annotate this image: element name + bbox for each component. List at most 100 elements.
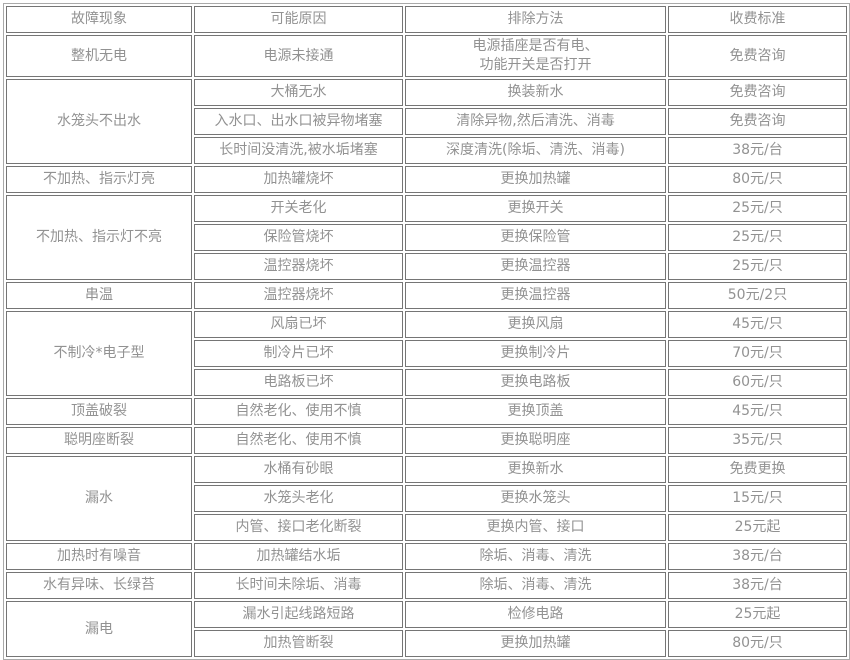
cell-fee: 免费咨询 (668, 108, 847, 135)
cell-solution: 更换保险管 (405, 224, 666, 251)
cell-solution: 更换加热罐 (405, 166, 666, 193)
cell-solution: 更换加热罐 (405, 630, 666, 657)
cell-fee: 38元/台 (668, 137, 847, 164)
table-row: 水笼头不出水 大桶无水 换装新水 免费咨询 (6, 79, 847, 164)
cell-fault: 聪明座断裂 (6, 427, 192, 454)
cell-fault: 串温 (6, 282, 192, 309)
cell-fee: 25元起 (668, 601, 847, 628)
table-row: 不加热、指示灯不亮 开关老化 更换开关 25元/只 (6, 195, 847, 280)
table-row: 制冷片已坏 更换制冷片 70元/只 (6, 340, 847, 367)
cell-fee: 25元/只 (668, 195, 847, 222)
cell-fee: 免费咨询 (668, 35, 847, 77)
table-row: 温控器烧坏 更换温控器 25元/只 (6, 253, 847, 280)
table-row: 顶盖破裂 自然老化、使用不慎 更换顶盖 45元/只 (6, 398, 847, 425)
cell-solution: 更换制冷片 (405, 340, 666, 367)
table-row: 漏电 漏水引起线路短路 检修电路 25元起 (6, 601, 847, 657)
cell-fee: 38元/台 (668, 572, 847, 599)
cell-solution: 更换开关 (405, 195, 666, 222)
cell-cause: 保险管烧坏 (194, 224, 403, 251)
cell-solution: 更换电路板 (405, 369, 666, 396)
table-row: 整机无电 电源未接通 电源插座是否有电、 功能开关是否打开 免费咨询 (6, 35, 847, 77)
table-row: 漏水 水桶有砂眼 更换新水 免费更换 (6, 456, 847, 541)
cell-solution: 更换新水 (405, 456, 666, 483)
cell-fee: 45元/只 (668, 311, 847, 338)
cell-fee: 70元/只 (668, 340, 847, 367)
cell-fault: 不加热、指示灯不亮 (6, 195, 192, 280)
cell-solution: 除垢、消毒、清洗 (405, 543, 666, 570)
cell-fee: 80元/只 (668, 166, 847, 193)
cell-solution: 除垢、消毒、清洗 (405, 572, 666, 599)
cell-solution: 电源插座是否有电、 功能开关是否打开 (405, 35, 666, 77)
table-row: 电路板已坏 更换电路板 60元/只 (6, 369, 847, 396)
cell-cause: 长时间未除垢、消毒 (194, 572, 403, 599)
cell-solution: 更换风扇 (405, 311, 666, 338)
cell-cause: 自然老化、使用不慎 (194, 427, 403, 454)
cell-cause: 温控器烧坏 (194, 253, 403, 280)
cell-solution: 深度清洗(除垢、清洗、消毒) (405, 137, 666, 164)
cell-fee: 80元/只 (668, 630, 847, 657)
table-row: 不加热、指示灯亮 加热罐烧坏 更换加热罐 80元/只 (6, 166, 847, 193)
cell-fee: 60元/只 (668, 369, 847, 396)
header-row: 故障现象 可能原因 排除方法 收费标准 (6, 6, 847, 33)
cell-cause: 水桶有砂眼 (194, 456, 403, 483)
cell-cause: 开关老化 (194, 195, 403, 222)
cell-fault: 不制冷*电子型 (6, 311, 192, 396)
cell-solution: 更换顶盖 (405, 398, 666, 425)
cell-fault: 漏电 (6, 601, 192, 657)
cell-solution: 更换温控器 (405, 282, 666, 309)
cell-cause: 自然老化、使用不慎 (194, 398, 403, 425)
cell-solution: 更换聪明座 (405, 427, 666, 454)
cell-cause: 风扇已坏 (194, 311, 403, 338)
cell-cause: 加热罐烧坏 (194, 166, 403, 193)
cell-solution: 更换温控器 (405, 253, 666, 280)
cell-solution: 更换内管、接口 (405, 514, 666, 541)
cell-fault: 加热时有噪音 (6, 543, 192, 570)
cell-fee: 免费咨询 (668, 79, 847, 106)
header-cell-cause: 可能原因 (194, 6, 403, 33)
cell-solution: 换装新水 (405, 79, 666, 106)
table-row: 水有异味、长绿苔 长时间未除垢、消毒 除垢、消毒、清洗 38元/台 (6, 572, 847, 599)
table-row: 保险管烧坏 更换保险管 25元/只 (6, 224, 847, 251)
cell-solution: 清除异物,然后清洗、消毒 (405, 108, 666, 135)
cell-fault: 水笼头不出水 (6, 79, 192, 164)
table-row: 聪明座断裂 自然老化、使用不慎 更换聪明座 35元/只 (6, 427, 847, 454)
cell-fault: 漏水 (6, 456, 192, 541)
cell-cause: 加热管断裂 (194, 630, 403, 657)
cell-solution: 更换水笼头 (405, 485, 666, 512)
header-cell-solution: 排除方法 (405, 6, 666, 33)
cell-fee: 25元起 (668, 514, 847, 541)
cell-cause: 内管、接口老化断裂 (194, 514, 403, 541)
cell-fault: 顶盖破裂 (6, 398, 192, 425)
cell-fee: 50元/2只 (668, 282, 847, 309)
cell-solution: 检修电路 (405, 601, 666, 628)
table-row: 不制冷*电子型 风扇已坏 更换风扇 45元/只 (6, 311, 847, 396)
cell-cause: 水笼头老化 (194, 485, 403, 512)
cell-cause: 电源未接通 (194, 35, 403, 77)
cell-cause: 长时间没清洗,被水垢堵塞 (194, 137, 403, 164)
table-row: 串温 温控器烧坏 更换温控器 50元/2只 (6, 282, 847, 309)
table-row: 内管、接口老化断裂 更换内管、接口 25元起 (6, 514, 847, 541)
table-row: 水笼头老化 更换水笼头 15元/只 (6, 485, 847, 512)
cell-fault: 水有异味、长绿苔 (6, 572, 192, 599)
table-row: 加热时有噪音 加热罐结水垢 除垢、消毒、清洗 38元/台 (6, 543, 847, 570)
cell-cause: 大桶无水 (194, 79, 403, 106)
cell-fee: 免费更换 (668, 456, 847, 483)
header-cell-fault: 故障现象 (6, 6, 192, 33)
cell-fee: 45元/只 (668, 398, 847, 425)
repair-fee-table: 故障现象 可能原因 排除方法 收费标准 整机无电 电源未接通 电源插座是否有电、… (3, 3, 850, 660)
cell-cause: 漏水引起线路短路 (194, 601, 403, 628)
cell-fee: 35元/只 (668, 427, 847, 454)
cell-cause: 温控器烧坏 (194, 282, 403, 309)
header-cell-fee: 收费标准 (668, 6, 847, 33)
cell-fee: 25元/只 (668, 253, 847, 280)
cell-cause: 电路板已坏 (194, 369, 403, 396)
cell-fee: 38元/台 (668, 543, 847, 570)
cell-fee: 15元/只 (668, 485, 847, 512)
cell-cause: 制冷片已坏 (194, 340, 403, 367)
cell-fault: 整机无电 (6, 35, 192, 77)
cell-cause: 加热罐结水垢 (194, 543, 403, 570)
cell-fee: 25元/只 (668, 224, 847, 251)
cell-fault: 不加热、指示灯亮 (6, 166, 192, 193)
table-row: 长时间没清洗,被水垢堵塞 深度清洗(除垢、清洗、消毒) 38元/台 (6, 137, 847, 164)
cell-cause: 入水口、出水口被异物堵塞 (194, 108, 403, 135)
